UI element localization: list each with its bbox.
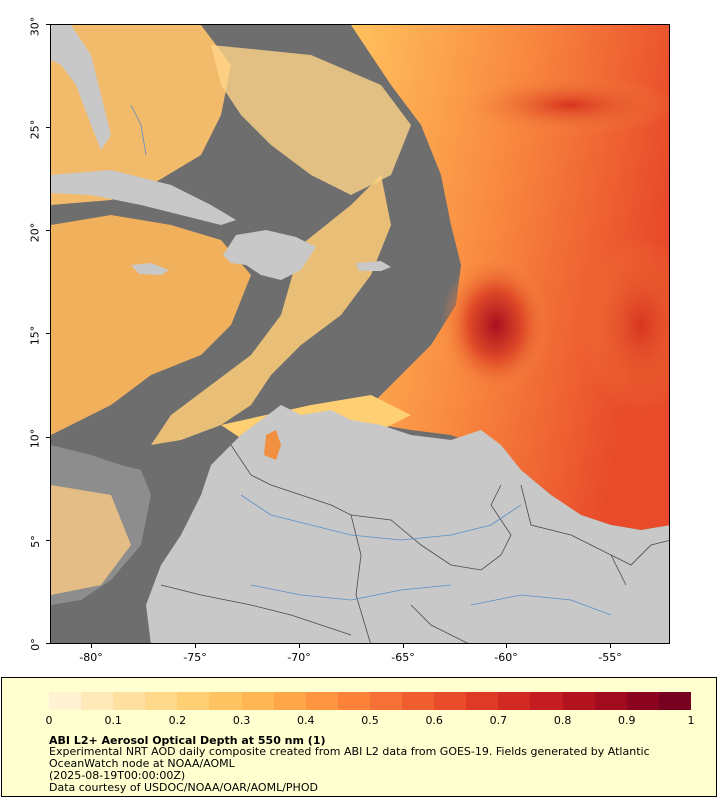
- lat-label-0: 0°: [28, 638, 42, 651]
- lat-label-20: 20°: [28, 222, 42, 243]
- hispaniola: [223, 230, 316, 280]
- aerosol-florida-bahamas: [211, 45, 411, 195]
- aerosol-gulf-region: [51, 25, 231, 205]
- puerto-rico: [356, 261, 391, 271]
- colorbar-swatch: [49, 692, 82, 710]
- dust-hotspot-east: [581, 235, 669, 415]
- colorbar: [49, 692, 691, 710]
- colorbar-tick-label: 0.8: [553, 714, 572, 727]
- lon-label-55: -55°: [598, 651, 622, 664]
- colorbar-tick-label: 0.6: [425, 714, 443, 727]
- colorbar-tick-label: 1: [687, 714, 695, 727]
- colorbar-tick-label: 0.7: [489, 714, 508, 727]
- aerosol-caribbean-west: [51, 215, 251, 435]
- aerosol-caribbean-strip: [151, 175, 391, 445]
- lat-tick: [46, 643, 50, 644]
- lon-label-65: -65°: [391, 651, 415, 664]
- country-borders: [160, 444, 669, 643]
- colorbar-swatch: [177, 692, 210, 710]
- colorbar-swatch: [113, 692, 146, 710]
- lon-label-80: -80°: [79, 651, 103, 664]
- colorbar-tick-label: 0.1: [104, 714, 122, 727]
- lat-tick: [46, 127, 50, 128]
- colorbar-swatch: [402, 692, 435, 710]
- lon-label-75: -75°: [183, 651, 207, 664]
- colorbar-swatch: [434, 692, 467, 710]
- lat-label-25: 25°: [28, 119, 42, 140]
- colorbar-swatch: [658, 692, 691, 710]
- legend-description: Experimental NRT AOD daily composite cre…: [49, 745, 650, 770]
- lon-label-70: -70°: [287, 651, 311, 664]
- lat-tick: [46, 540, 50, 541]
- lon-tick: [610, 644, 611, 648]
- colorbar-swatch: [305, 692, 338, 710]
- legend-credit: Data courtesy of USDOC/NOAA/OAR/AOML/PHO…: [49, 781, 318, 794]
- colorbar-swatch: [337, 692, 370, 710]
- colorbar-swatch: [466, 692, 499, 710]
- aerosol-pacific: [51, 485, 131, 595]
- colorbar-tick-label: 0: [45, 714, 53, 727]
- lat-label-15: 15°: [28, 325, 42, 346]
- dust-hotspot-central: [441, 255, 551, 395]
- south-america: [146, 405, 669, 643]
- colorbar-swatch: [626, 692, 659, 710]
- colorbar-swatch: [530, 692, 563, 710]
- lon-tick: [299, 644, 300, 648]
- lat-label-10: 10°: [28, 428, 42, 449]
- legend-date: (2025-08-19T00:00:00Z): [49, 769, 186, 782]
- lat-tick: [46, 230, 50, 231]
- central-america: [51, 445, 151, 605]
- colorbar-swatch: [498, 692, 531, 710]
- colorbar-swatch: [145, 692, 178, 710]
- colorbar-tick-label: 0.3: [232, 714, 251, 727]
- lon-label-60: -60°: [494, 651, 518, 664]
- colorbar-swatch: [369, 692, 403, 710]
- legend-panel: 0 0.1 0.2 0.3 0.4 0.5 0.6 0.7 0.8 0.9 1 ABI L2+ Ae…: [1, 677, 717, 797]
- lat-label-30: 30°: [28, 16, 42, 37]
- jamaica: [131, 263, 169, 275]
- dust-hotspot-north: [461, 75, 669, 135]
- lon-tick: [506, 644, 507, 648]
- colorbar-swatch: [273, 692, 306, 710]
- rivers: [130, 104, 612, 616]
- lon-tick: [195, 644, 196, 648]
- colorbar-swatch: [562, 692, 595, 710]
- lat-tick: [46, 24, 50, 25]
- legend-title: ABI L2+ Aerosol Optical Depth at 550 nm …: [49, 734, 326, 747]
- colorbar-swatch: [241, 692, 274, 710]
- cuba: [51, 170, 236, 225]
- lon-tick: [91, 644, 92, 648]
- colorbar-swatch: [81, 692, 114, 710]
- colorbar-swatch: [209, 692, 242, 710]
- lat-tick: [46, 333, 50, 334]
- lon-tick: [403, 644, 404, 648]
- map-canvas: [51, 25, 669, 643]
- colorbar-tick-label: 0.2: [168, 714, 187, 727]
- colorbar-swatch: [594, 692, 627, 710]
- colorbar-tick-label: 0.9: [618, 714, 636, 727]
- lat-label-5: 5°: [28, 535, 42, 548]
- colorbar-tick-label: 0.4: [297, 714, 315, 727]
- colorbar-tick-label: 0.5: [361, 714, 379, 727]
- aod-map: [50, 24, 670, 644]
- lat-tick: [46, 437, 50, 438]
- lake-maracaibo: [264, 430, 281, 460]
- florida: [51, 25, 111, 150]
